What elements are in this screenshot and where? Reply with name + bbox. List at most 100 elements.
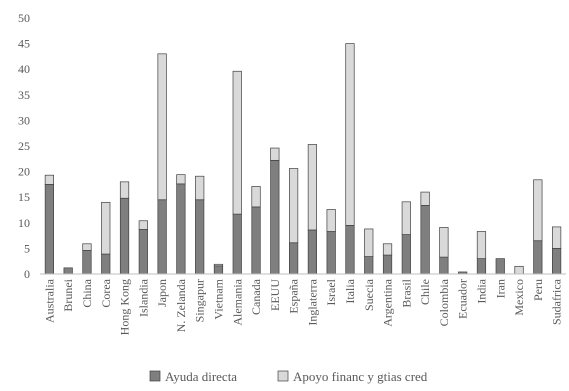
bar-ayuda-directa-10 <box>232 213 242 275</box>
x-tick-label: Singapur <box>193 279 207 322</box>
x-tick-label: India <box>474 278 488 303</box>
x-tick-label: Peru <box>531 279 545 301</box>
bar-apoyo-financ-27 <box>552 226 562 249</box>
x-tick-label: Japon <box>155 279 169 307</box>
bar-apoyo-financ-3 <box>101 201 111 255</box>
x-tick-label: Islandia <box>136 278 150 317</box>
y-tick-label: 45 <box>18 37 30 51</box>
x-tick-label: Canada <box>249 278 263 315</box>
bar-apoyo-financ-10 <box>232 70 242 215</box>
bar-ayuda-directa-3 <box>101 253 111 275</box>
x-tick-label: Brunei <box>61 278 75 311</box>
bar-ayuda-directa-7 <box>176 183 186 275</box>
x-tick-label: Suecia <box>362 278 376 311</box>
x-tick-label: España <box>287 278 301 313</box>
bar-apoyo-financ-0 <box>44 174 54 185</box>
y-axis-ticks: 0 5 10 15 20 25 30 35 40 45 50 <box>18 11 30 281</box>
x-axis-ticks: Australia Brunei China Corea Hong Kong Island… <box>42 278 563 335</box>
bar-apoyo-financ-13 <box>289 168 299 244</box>
bar-apoyo-financ-11 <box>251 186 261 208</box>
bar-apoyo-financ-9 <box>213 263 224 267</box>
x-tick-label: Israel <box>324 278 338 305</box>
bar-ayuda-directa-26 <box>533 240 543 275</box>
bar-apoyo-financ-16 <box>345 43 355 226</box>
bar-ayuda-directa-12 <box>270 159 280 275</box>
x-tick-label: EEUU <box>268 279 282 311</box>
legend: Ayuda directa Apoyo financ y gtias cred <box>149 369 428 384</box>
bar-apoyo-financ-21 <box>439 227 449 258</box>
bar-ayuda-directa-21 <box>439 256 449 275</box>
bar-apoyo-financ-25 <box>514 265 524 275</box>
x-tick-label: Hong Kong <box>118 279 132 335</box>
bar-apoyo-financ-26 <box>533 179 543 242</box>
bar-apoyo-financ-19 <box>401 201 411 235</box>
y-tick-label: 50 <box>18 11 30 25</box>
x-tick-label: Colombia <box>437 278 451 326</box>
bar-ayuda-directa-2 <box>82 250 92 275</box>
bar-apoyo-financ-2 <box>82 243 92 251</box>
x-tick-label: Mexico <box>512 279 526 316</box>
x-tick-label: Brasil <box>399 278 413 307</box>
bar-apoyo-financ-15 <box>326 209 336 232</box>
x-tick-label: Ecuador <box>456 279 470 319</box>
bar-ayuda-directa-6 <box>157 199 167 275</box>
x-tick-label: Australia <box>42 278 56 323</box>
x-tick-label: Inglaterra <box>305 278 319 325</box>
legend-label-ayuda-directa: Ayuda directa <box>165 369 237 384</box>
bar-apoyo-financ-7 <box>176 174 186 185</box>
y-tick-label: 10 <box>18 216 30 230</box>
bar-ayuda-directa-11 <box>251 206 261 275</box>
bar-apoyo-financ-14 <box>307 144 317 231</box>
bar-ayuda-directa-1 <box>63 267 73 275</box>
bar-ayuda-directa-16 <box>345 225 355 275</box>
bar-apoyo-financ-5 <box>138 220 148 230</box>
y-tick-label: 0 <box>24 267 30 281</box>
bar-apoyo-financ-23 <box>476 231 487 259</box>
x-tick-label: Italia <box>343 278 357 303</box>
bar-apoyo-financ-20 <box>420 191 430 206</box>
bar-apoyo-financ-18 <box>382 243 393 256</box>
bar-apoyo-financ-17 <box>364 228 374 257</box>
bar-ayuda-directa-8 <box>195 199 205 275</box>
bar-ayuda-directa-0 <box>44 184 54 275</box>
legend-label-apoyo-financ: Apoyo financ y gtias cred <box>293 369 428 384</box>
x-tick-label: Corea <box>99 278 113 307</box>
y-tick-label: 5 <box>24 241 30 255</box>
y-tick-label: 40 <box>18 62 30 76</box>
bar-ayuda-directa-17 <box>364 256 374 275</box>
x-tick-label: China <box>80 278 94 307</box>
bar-ayuda-directa-18 <box>382 254 393 275</box>
bar-ayuda-directa-14 <box>307 229 317 275</box>
x-tick-label: Iran <box>493 279 507 298</box>
bar-ayuda-directa-27 <box>552 248 562 275</box>
y-tick-label: 25 <box>18 139 30 153</box>
bar-apoyo-financ-8 <box>195 175 205 201</box>
bar-ayuda-directa-24 <box>495 258 505 275</box>
x-tick-label: N. Zelanda <box>174 278 188 332</box>
x-tick-label: Argentina <box>381 278 395 326</box>
x-tick-label: Vietnam <box>211 278 225 319</box>
bar-ayuda-directa-9 <box>213 265 224 275</box>
y-tick-label: 20 <box>18 165 30 179</box>
bar-ayuda-directa-13 <box>289 242 299 275</box>
bar-apoyo-financ-4 <box>119 181 130 199</box>
x-tick-label: Alemania <box>230 278 244 325</box>
y-tick-label: 35 <box>18 88 30 102</box>
y-tick-label: 15 <box>18 190 30 204</box>
bar-apoyo-financ-6 <box>157 53 167 201</box>
x-tick-label: Chile <box>418 279 432 305</box>
bar-ayuda-directa-19 <box>401 234 411 275</box>
y-tick-label: 30 <box>18 113 30 127</box>
x-tick-label: Sudafrica <box>550 278 564 325</box>
bar-ayuda-directa-4 <box>119 197 130 275</box>
bar-ayuda-directa-15 <box>326 231 336 275</box>
bar-ayuda-directa-5 <box>138 229 148 275</box>
bar-apoyo-financ-12 <box>270 147 280 161</box>
bars-group <box>44 43 562 275</box>
bar-ayuda-directa-23 <box>476 258 487 275</box>
bar-ayuda-directa-20 <box>420 205 430 275</box>
legend-swatch-ayuda-directa <box>149 370 161 382</box>
legend-swatch-apoyo-financ <box>277 370 289 382</box>
